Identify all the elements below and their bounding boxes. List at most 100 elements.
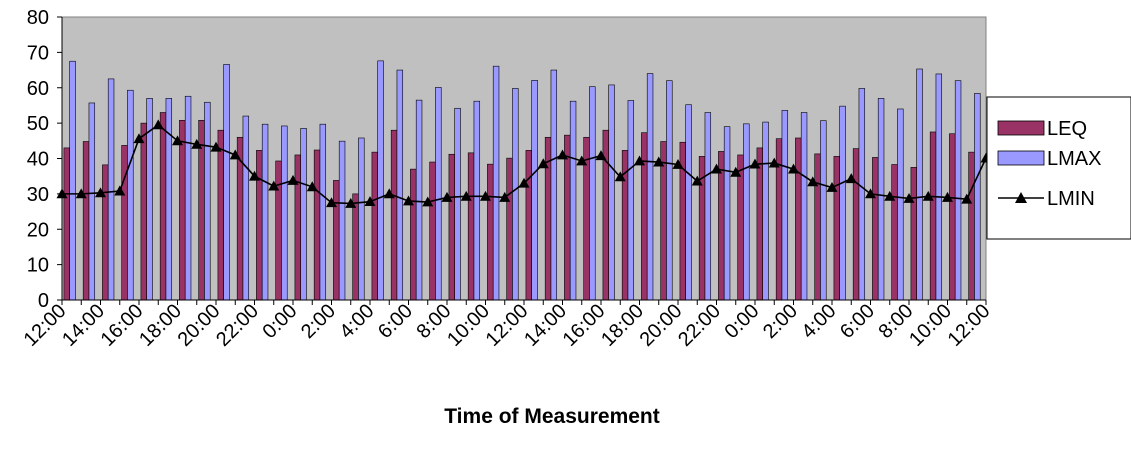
lmin-marker [460, 190, 472, 201]
lmin-marker [730, 166, 742, 177]
lmin-marker [711, 163, 722, 174]
x-tick-label: 16:00 [97, 300, 148, 351]
lmin-marker [691, 175, 703, 186]
x-tick-label: 18:00 [597, 300, 648, 351]
leq-bar [390, 129, 398, 301]
lmin-marker [345, 197, 357, 208]
leq-bar [795, 137, 802, 301]
lmax-bar [338, 140, 346, 301]
x-tick-label: 16:00 [559, 300, 610, 351]
lmax-bar [473, 100, 481, 301]
leq-bar [506, 157, 513, 301]
lmin-marker [768, 157, 780, 168]
leq-bar [82, 141, 90, 301]
lmax-bar [396, 69, 404, 301]
x-tick-labels: 12:0014:0016:0018:0020:0022:000:002:004:… [20, 300, 995, 351]
x-tick-label: 12:00 [482, 300, 533, 351]
leq-bar [371, 151, 378, 301]
leq-bar [756, 147, 763, 301]
leq-bar [275, 160, 282, 301]
lmax-bar [627, 100, 635, 301]
lmax-bar [781, 110, 789, 301]
lmin-marker [133, 133, 145, 144]
leq-bar [294, 154, 301, 301]
lmax-bar [492, 65, 500, 301]
leq-bar [968, 151, 975, 301]
x-axis-title: Time of Measurement [444, 405, 660, 428]
lmin-marker [403, 195, 414, 206]
lmin-layer [56, 119, 992, 208]
leq-bar [891, 164, 898, 301]
lmin-marker [287, 174, 299, 185]
x-tick-label: 0:00 [258, 300, 301, 343]
leq-bar [256, 150, 263, 301]
lmax-bar [762, 121, 769, 301]
leq-bar [872, 157, 879, 301]
plot-area [61, 16, 987, 301]
leq-bar [429, 161, 436, 301]
leq-bar [718, 151, 725, 301]
leq-bar [852, 148, 860, 301]
lmax-bar [242, 115, 250, 301]
leq-bar [102, 164, 109, 301]
lmax-bar [204, 101, 211, 301]
lmin-marker [191, 138, 203, 149]
lmin-marker [172, 135, 183, 146]
lmax-bar [300, 128, 307, 301]
lmax-bar [512, 88, 519, 301]
lmin-marker [306, 181, 318, 192]
lmax-bar [358, 137, 365, 301]
lmax-bar [146, 98, 153, 301]
lmin-marker [903, 192, 915, 203]
leq-bar [467, 152, 475, 301]
leq-bar [313, 149, 321, 301]
lmin-marker [749, 158, 761, 169]
lmin-marker [441, 191, 453, 202]
y-tick-label: 0 [38, 290, 49, 312]
lmin-marker [268, 180, 280, 191]
y-tick-label: 60 [27, 78, 49, 100]
leq-bar [179, 119, 186, 301]
lmin-marker [788, 163, 799, 174]
lmax-bar [704, 112, 712, 301]
lmax-bar [974, 93, 981, 301]
legend: LEQ LMAX LMIN [986, 96, 1131, 240]
x-tick-label: 4:00 [335, 300, 378, 343]
lmax-bar [666, 80, 673, 301]
y-tick-label: 80 [27, 7, 49, 29]
lmax-bar [897, 108, 904, 301]
axes-layer [57, 16, 987, 305]
x-tick-label: 2:00 [297, 300, 340, 343]
lmin-marker [653, 156, 665, 167]
lmax-bar [646, 73, 654, 301]
y-tick-labels: 0 10 20 30 40 50 60 70 80 [27, 7, 49, 312]
x-tick-label: 20:00 [636, 300, 687, 351]
lmin-marker [75, 188, 87, 199]
leq-bar [352, 193, 359, 301]
leq-bar [217, 129, 225, 301]
x-tick-label: 14:00 [58, 300, 109, 351]
leq-bar [929, 131, 937, 301]
y-tick-label: 30 [27, 184, 49, 206]
leq-bar [410, 168, 417, 301]
lmin-marker [518, 177, 530, 188]
lmin-marker [383, 188, 395, 199]
legend-swatch-lmax [997, 150, 1045, 166]
leq-bar [63, 147, 70, 301]
lmax-bar [685, 104, 692, 301]
lmin-marker [557, 149, 568, 160]
leq-bar [949, 133, 956, 301]
x-tick-label: 2:00 [759, 300, 802, 343]
x-tick-label: 22:00 [674, 300, 725, 351]
lmin-marker [672, 159, 684, 169]
lmin-marker [826, 182, 838, 192]
lmax-bar [954, 80, 962, 301]
lmax-bar [107, 78, 115, 301]
lmax-bar [820, 120, 827, 301]
leq-bar [121, 145, 128, 301]
lmin-marker [480, 190, 491, 201]
lmax-bar [589, 86, 596, 301]
leq-bar [333, 180, 340, 301]
y-tick-label: 10 [27, 255, 49, 277]
lmin-marker [595, 150, 607, 161]
